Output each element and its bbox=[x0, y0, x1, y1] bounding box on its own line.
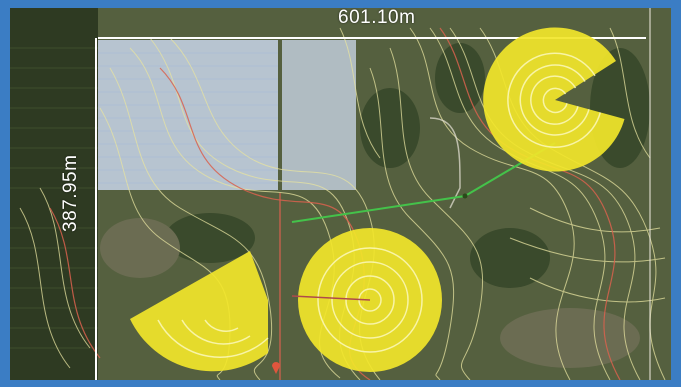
height-dimension-label: 387.95m bbox=[60, 154, 81, 232]
pivot-south-center bbox=[291, 228, 442, 372]
field-large-rows bbox=[98, 52, 278, 184]
contour-lines bbox=[19, 27, 666, 380]
trails bbox=[429, 8, 651, 380]
pipeline-node bbox=[462, 193, 468, 199]
pivot-southwest bbox=[130, 251, 269, 372]
orchard-area bbox=[10, 8, 98, 380]
field-large-tinted bbox=[98, 40, 278, 190]
aerial-map bbox=[10, 8, 671, 380]
bare-ground-patches bbox=[100, 218, 640, 368]
pivot-northeast bbox=[483, 27, 625, 172]
pivot-south-feedline bbox=[291, 295, 371, 301]
orchard-rows bbox=[10, 47, 98, 349]
field-small-tinted bbox=[282, 40, 356, 190]
width-dimension-label: 601.10m bbox=[338, 7, 416, 28]
location-pin-icon[interactable] bbox=[272, 362, 280, 374]
